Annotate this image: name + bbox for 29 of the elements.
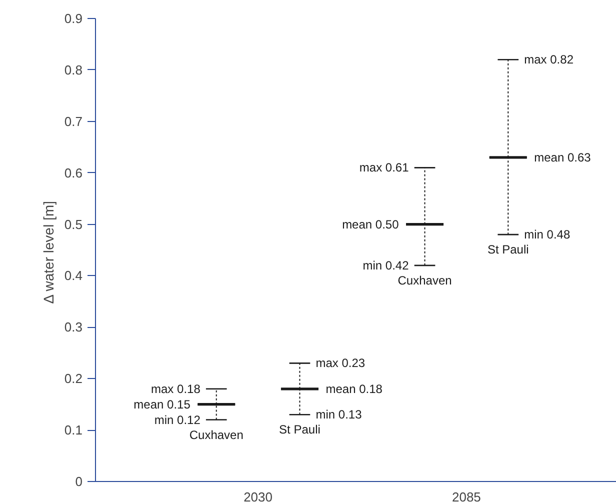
annotation: min 0.48: [524, 228, 570, 242]
x-tick-label: 2030: [244, 490, 273, 504]
annotation: mean 0.15: [134, 397, 191, 412]
y-tick-label: 0.4: [64, 268, 83, 284]
annotation: min 0.13: [316, 408, 362, 422]
y-tick-label: 0: [75, 474, 83, 489]
annotation: min 0.12: [154, 412, 201, 427]
text: Cuxhaven: [398, 273, 452, 288]
y-tick-label: 0.9: [64, 11, 83, 26]
annotation: mean 0.18: [326, 382, 383, 396]
y-tick-label: 0.3: [64, 320, 83, 335]
x-tick-label: 2085: [452, 490, 481, 504]
annotation: max 0.18: [151, 382, 201, 396]
y-tick-label: 0.6: [64, 165, 83, 180]
y-tick-label: 0.1: [64, 422, 83, 438]
annotation: max 0.61: [359, 160, 410, 175]
annotation: max 0.82: [524, 52, 574, 67]
y-tick-label: 0.7: [64, 114, 83, 129]
y-axis-title: Δ water level [m]: [40, 200, 56, 304]
y-tick-label: 0.2: [64, 371, 83, 386]
text: St Pauli: [279, 422, 320, 437]
annotation: mean 0.50: [342, 217, 400, 232]
annotation: min 0.42: [362, 258, 410, 272]
text: Cuxhaven: [189, 428, 244, 442]
annotation: mean 0.63: [534, 150, 592, 164]
y-tick-label: 0.5: [64, 216, 83, 232]
text: St Pauli: [487, 242, 529, 257]
y-tick-label: 0.8: [64, 62, 83, 78]
annotation: max 0.23: [316, 356, 366, 370]
